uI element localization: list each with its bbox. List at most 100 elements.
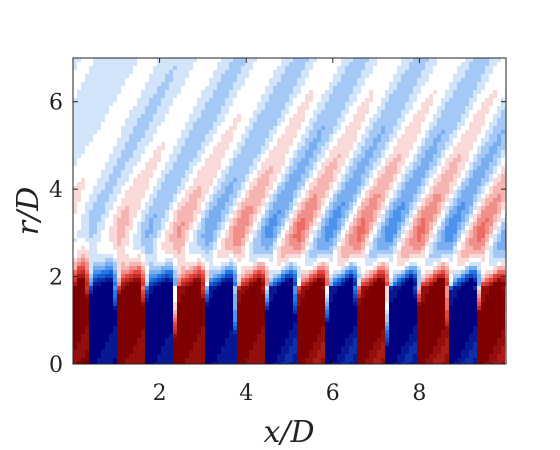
contour-cell	[237, 102, 242, 107]
contour-cell	[289, 70, 294, 75]
contour-cell	[473, 186, 478, 191]
contour-cell	[353, 158, 358, 163]
contour-cell	[397, 62, 402, 67]
contour-cell	[313, 66, 318, 71]
contour-cell	[433, 218, 438, 223]
contour-cell	[377, 58, 382, 63]
contour-cell	[301, 194, 306, 199]
contour-cell	[333, 114, 338, 119]
contour-cell	[277, 130, 282, 135]
contour-cell	[401, 158, 406, 163]
contour-cell	[425, 218, 430, 223]
contour-cell	[269, 154, 274, 159]
contour-cell	[309, 102, 314, 107]
contour-cell	[317, 170, 322, 175]
contour-cell	[273, 74, 278, 79]
contour-cell	[189, 74, 194, 79]
contour-cell	[137, 170, 142, 175]
contour-cell	[105, 66, 110, 71]
contour-cell	[93, 238, 98, 243]
contour-cell	[265, 190, 270, 195]
contour-cell	[393, 142, 398, 147]
contour-cell	[293, 218, 298, 223]
contour-cell	[81, 150, 86, 155]
contour-cell	[409, 238, 414, 243]
contour-cell	[349, 118, 354, 123]
contour-cell	[245, 130, 250, 135]
contour-cell	[445, 194, 450, 199]
contour-cell	[345, 66, 350, 71]
contour-cell	[101, 90, 106, 95]
contour-cell	[425, 126, 430, 131]
contour-cell	[73, 182, 78, 187]
contour-cell	[377, 90, 382, 95]
contour-cell	[393, 102, 398, 107]
contour-cell	[213, 202, 218, 207]
contour-cell	[181, 94, 186, 99]
contour-cell	[137, 74, 142, 79]
contour-cell	[465, 114, 470, 119]
contour-cell	[497, 170, 502, 175]
contour-cell	[493, 122, 498, 127]
contour-cell	[129, 234, 134, 239]
contour-cell	[373, 166, 378, 171]
contour-cell	[249, 126, 254, 131]
contour-cell	[157, 234, 162, 239]
contour-cell	[465, 186, 470, 191]
contour-cell	[81, 166, 86, 171]
contour-cell	[153, 126, 158, 131]
contour-cell	[333, 226, 338, 231]
contour-cell	[149, 230, 154, 235]
contour-cell	[73, 70, 78, 75]
contour-cell	[353, 178, 358, 183]
contour-cell	[229, 206, 234, 211]
contour-cell	[101, 62, 106, 67]
contour-cell	[157, 98, 162, 103]
contour-cell	[289, 110, 294, 115]
contour-cell	[133, 226, 138, 231]
contour-cell	[269, 106, 274, 111]
contour-cell	[93, 198, 98, 203]
contour-cell	[413, 138, 418, 143]
contour-cell	[397, 182, 402, 187]
contour-cell	[173, 226, 178, 231]
contour-cell	[345, 186, 350, 191]
contour-cell	[465, 218, 470, 223]
contour-cell	[189, 166, 194, 171]
contour-cell	[365, 130, 370, 135]
contour-cell	[429, 238, 434, 243]
contour-cell	[365, 230, 370, 235]
contour-cell	[241, 78, 246, 83]
contour-cell	[305, 238, 310, 243]
contour-cell	[241, 194, 246, 199]
contour-cell	[301, 66, 306, 71]
contour-cell	[273, 70, 278, 75]
contour-cell	[353, 226, 358, 231]
contour-cell	[161, 114, 166, 119]
contour-cell	[113, 194, 118, 199]
contour-cell	[205, 106, 210, 111]
contour-cell	[125, 202, 130, 207]
contour-cell	[237, 66, 242, 71]
contour-cell	[385, 62, 390, 67]
contour-cell	[177, 74, 182, 79]
contour-cell	[93, 218, 98, 223]
contour-cell	[117, 238, 122, 243]
contour-cell	[265, 150, 270, 155]
contour-cell	[153, 166, 158, 171]
contour-cell	[337, 146, 342, 151]
contour-cell	[229, 210, 234, 215]
contour-cell	[141, 90, 146, 95]
contour-cell	[357, 58, 362, 63]
contour-cell	[477, 158, 482, 163]
contour-cell	[121, 102, 126, 107]
contour-cell	[141, 178, 146, 183]
contour-cell	[197, 162, 202, 167]
contour-cell	[273, 174, 278, 179]
contour-cell	[153, 142, 158, 147]
contour-cell	[373, 66, 378, 71]
contour-cell	[329, 202, 334, 207]
contour-cell	[361, 110, 366, 115]
contour-cell	[313, 58, 318, 63]
contour-cell	[81, 158, 86, 163]
